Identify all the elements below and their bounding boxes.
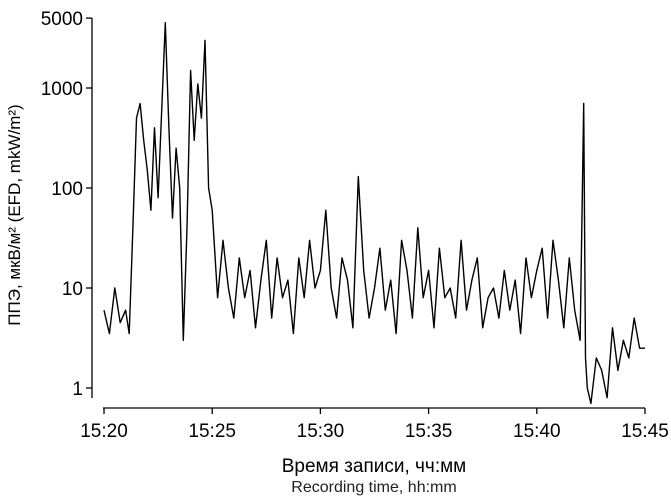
x-axis-label: Время записи, чч:мм	[282, 456, 467, 477]
y-tick-label: 5000	[41, 9, 83, 30]
x-tick-label: 15:35	[405, 421, 453, 442]
x-tick-label: 15:40	[513, 421, 561, 442]
series-group	[103, 22, 645, 405]
axes	[91, 18, 645, 409]
x-tick-label: 15:20	[80, 421, 128, 442]
x-axis-sublabel: Recording time, hh:mm	[291, 479, 456, 496]
y-tick-label: 10	[62, 279, 83, 300]
series-line	[103, 22, 645, 405]
x-ticks: 15:20 15:25 15:30 15:35 15:40 15:45	[80, 408, 669, 442]
y-tick-label: 1	[72, 379, 83, 400]
y-axis-label: ППЭ, мкВ/м² (EFD, mkW/m²)	[5, 104, 24, 325]
y-tick-label: 1000	[41, 79, 83, 100]
x-tick-label: 15:25	[188, 421, 236, 442]
x-tick-label: 15:30	[297, 421, 345, 442]
x-tick-label: 15:45	[621, 421, 669, 442]
y-ticks: 1 10 100 1000 5000	[41, 9, 92, 400]
y-tick-label: 100	[51, 179, 83, 200]
